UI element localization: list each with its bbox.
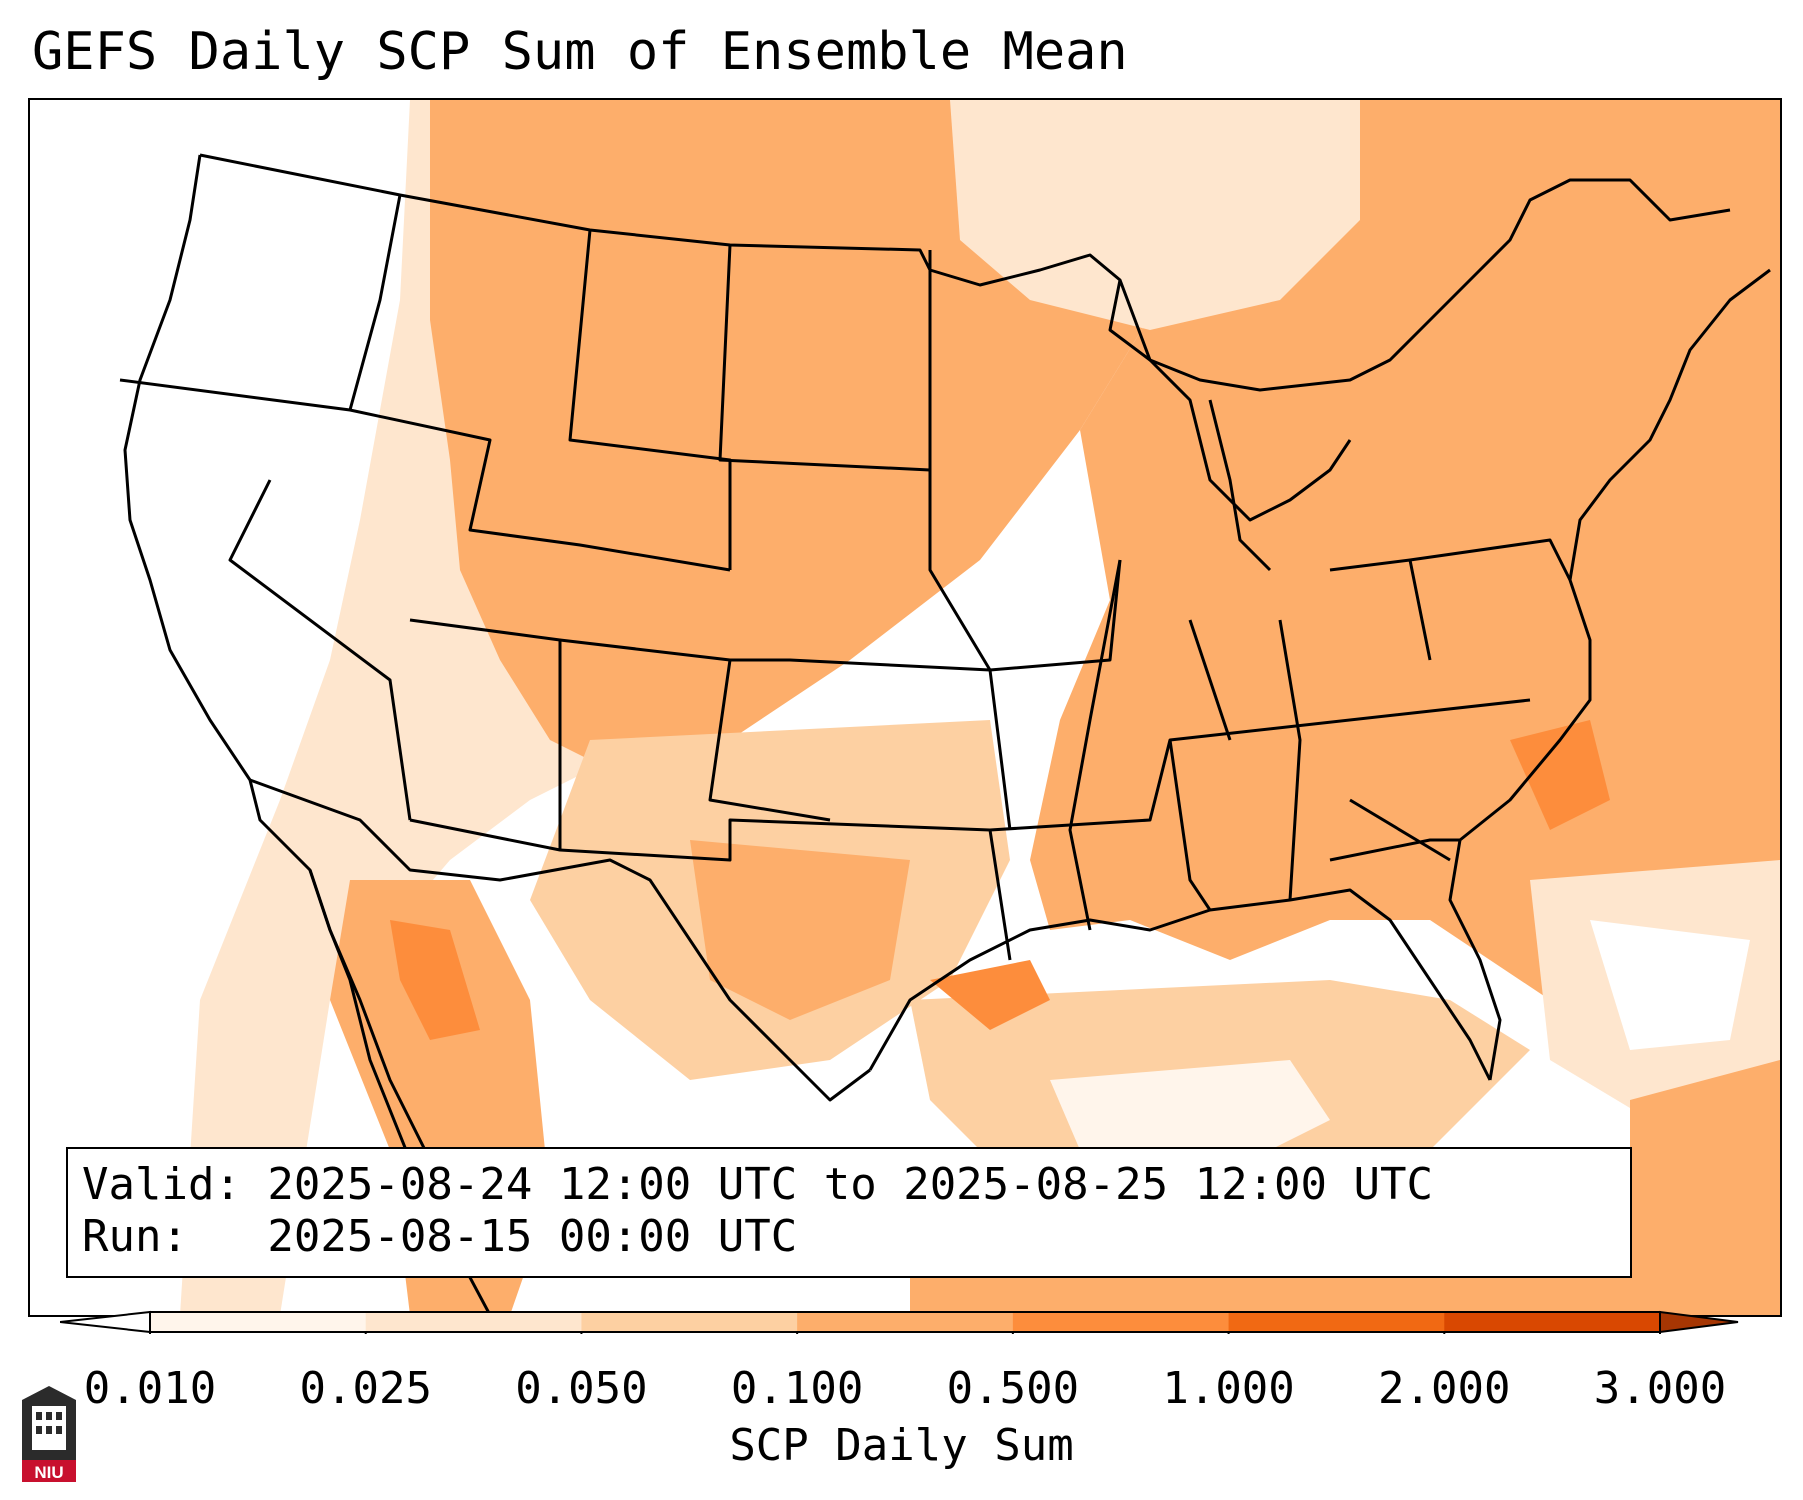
- colorbar-tick-label: 1.000: [1162, 1363, 1295, 1414]
- logo-text: NIU: [34, 1463, 63, 1482]
- chart-title: GEFS Daily SCP Sum of Ensemble Mean: [32, 22, 1128, 82]
- scp-map: [30, 100, 1780, 1315]
- map-panel: [28, 98, 1782, 1317]
- valid-time-text: Valid: 2025-08-24 12:00 UTC to 2025-08-2…: [82, 1159, 1434, 1210]
- run-time-text: Run: 2025-08-15 00:00 UTC: [82, 1211, 798, 1262]
- colorbar-segment: [150, 1312, 367, 1332]
- colorbar-segment: [1444, 1312, 1661, 1332]
- university-tower-icon: NIU: [22, 1386, 76, 1482]
- colorbar: [60, 1310, 1739, 1334]
- colorbar-segment: [1012, 1312, 1230, 1332]
- colorbar-tick-label: 0.100: [730, 1363, 864, 1414]
- colorbar-tick-label: 0.500: [946, 1363, 1080, 1414]
- colorbar-tick-label: 0.050: [515, 1363, 648, 1414]
- colorbar-tick-label: 0.010: [83, 1363, 217, 1414]
- validity-info-box: Valid: 2025-08-24 12:00 UTC to 2025-08-2…: [66, 1147, 1632, 1278]
- scp-shading: [30, 100, 1780, 1315]
- colorbar-tick-label: 0.025: [299, 1363, 432, 1414]
- colorbar-under-arrow: [60, 1310, 151, 1334]
- colorbar-tick-label: 2.000: [1378, 1363, 1511, 1414]
- colorbar-label: SCP Daily Sum: [729, 1420, 1074, 1471]
- colorbar-over-arrow: [1659, 1310, 1739, 1334]
- colorbar-segment: [581, 1312, 798, 1332]
- colorbar-segment: [365, 1312, 582, 1332]
- colorbar-tick-label: 3.000: [1593, 1363, 1727, 1414]
- colorbar-segment: [1228, 1312, 1445, 1332]
- boundary-lines: [119, 153, 1771, 1315]
- colorbar-outline: [149, 1311, 1661, 1333]
- colorbar-segment: [797, 1312, 1014, 1332]
